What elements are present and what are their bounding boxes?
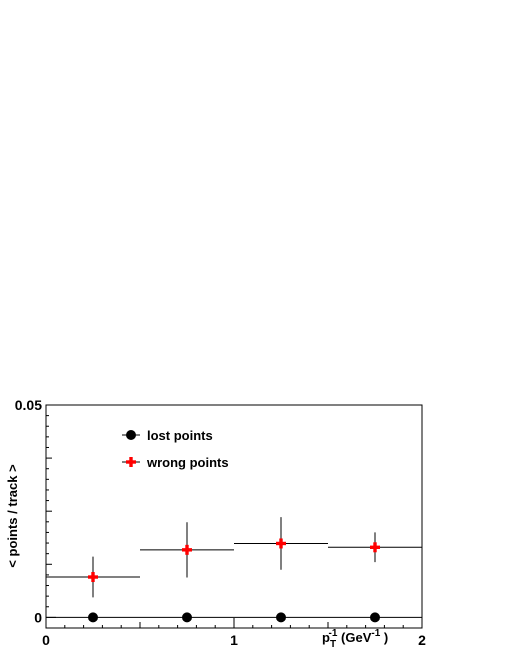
- marker-circle: [370, 612, 380, 623]
- marker-circle: [276, 612, 286, 623]
- marker-cross-v: [279, 538, 283, 549]
- legend-item: lost points: [122, 428, 213, 443]
- y-axis-title: < points / track >: [5, 464, 20, 568]
- marker-circle: [88, 612, 98, 623]
- marker-cross-v: [129, 457, 133, 467]
- x-tick-label: 0: [42, 632, 50, 648]
- data-series: [46, 517, 422, 623]
- series-cross: [46, 517, 422, 598]
- marker-cross-v: [91, 572, 95, 583]
- marker-circle: [126, 430, 136, 440]
- y-tick-label: 0: [34, 609, 42, 625]
- x-tick-label: 1: [230, 632, 238, 648]
- axis-tick-labels: 0 1 2 0 0.05: [15, 397, 426, 648]
- legend: lost points wrong points: [122, 428, 229, 470]
- legend-item: wrong points: [122, 455, 229, 470]
- plot-frame: [45, 404, 423, 629]
- marker-circle: [182, 612, 192, 623]
- x-axis-title: pT-1 (GeV-1 ): [322, 628, 388, 650]
- y-tick-label: 0.05: [15, 397, 42, 413]
- marker-cross-v: [185, 544, 189, 555]
- x-tick-label: 2: [418, 632, 426, 648]
- marker-cross-v: [373, 542, 377, 553]
- legend-label: lost points: [147, 428, 213, 443]
- series-circle: [46, 612, 422, 623]
- legend-label: wrong points: [146, 455, 229, 470]
- x-axis-title-text: pT-1 (GeV-1 ): [322, 628, 388, 650]
- axis-ticks: [45, 404, 423, 629]
